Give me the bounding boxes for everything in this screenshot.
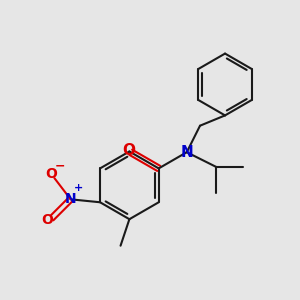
Text: N: N: [180, 145, 193, 160]
Text: N: N: [65, 192, 76, 206]
Text: O: O: [46, 167, 57, 181]
Text: O: O: [41, 213, 53, 227]
Text: O: O: [122, 143, 135, 158]
Text: +: +: [74, 183, 83, 193]
Text: −: −: [55, 159, 66, 172]
